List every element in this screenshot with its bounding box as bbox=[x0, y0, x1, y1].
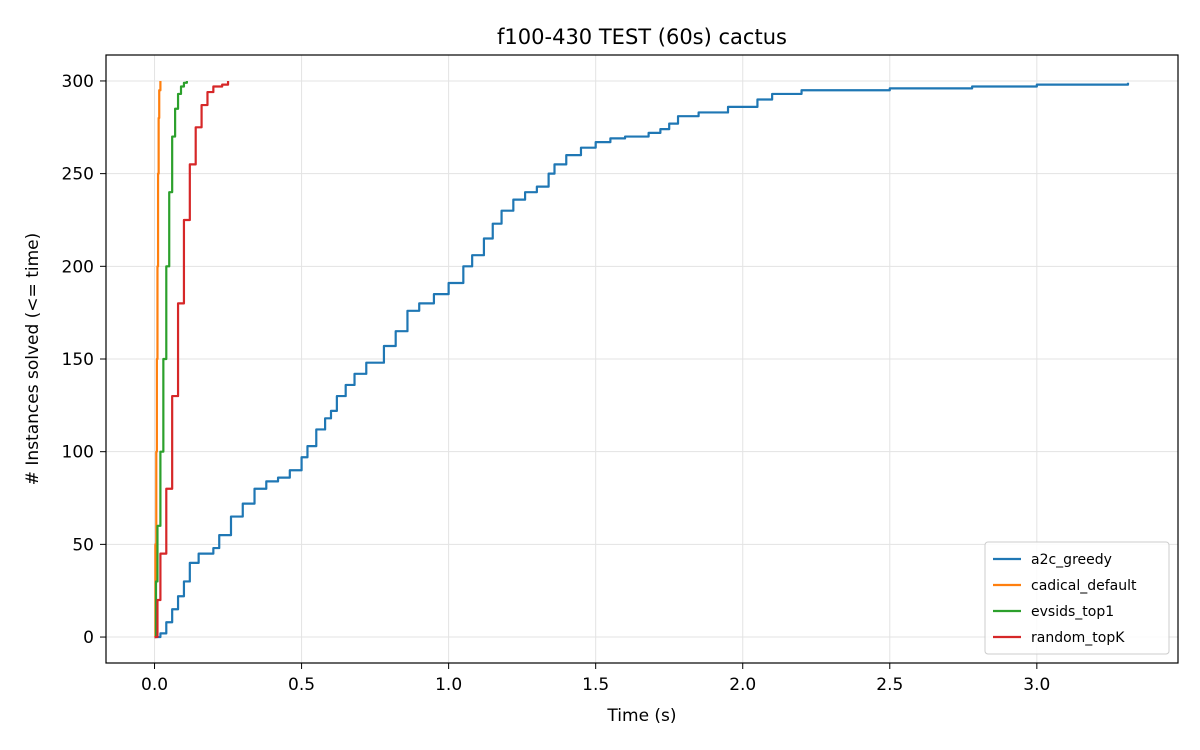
series-line-cadical_default bbox=[154, 80, 162, 639]
legend-label: random_topK bbox=[1031, 630, 1125, 646]
y-axis-title: # Instances solved (<= time) bbox=[23, 233, 43, 485]
chart-title: f100-430 TEST (60s) cactus bbox=[497, 25, 787, 49]
x-tick-label: 0.5 bbox=[288, 675, 315, 695]
legend-label: cadical_default bbox=[1031, 578, 1137, 594]
x-tick-label: 1.0 bbox=[435, 675, 462, 695]
legend: a2c_greedy cadical_default evsids_top1rand… bbox=[984, 541, 1170, 655]
y-tick-label: 50 bbox=[72, 535, 94, 555]
y-tick-label: 150 bbox=[62, 350, 94, 370]
series-lines bbox=[154, 80, 1130, 639]
x-tick-label: 3.0 bbox=[1023, 675, 1050, 695]
x-axis-ticks: 0.0 0.5 1.0 1.5 2.0 2.5 3.0 bbox=[141, 663, 1050, 695]
y-tick-label: 300 bbox=[62, 72, 94, 92]
legend-box bbox=[984, 541, 1170, 655]
series-line-a2c_greedy bbox=[154, 82, 1130, 639]
y-axis-ticks: 0 50 100 150 200 250 300 bbox=[62, 72, 106, 648]
grid bbox=[106, 55, 1178, 663]
series-line-evsids_top1 bbox=[154, 80, 188, 639]
y-tick-label: 250 bbox=[62, 165, 94, 185]
series-line-random_topK bbox=[154, 80, 230, 639]
legend-label: a2c_greedy bbox=[1031, 552, 1112, 568]
y-tick-label: 0 bbox=[83, 628, 94, 648]
legend-label: evsids_top1 bbox=[1031, 604, 1114, 620]
x-tick-label: 0.0 bbox=[141, 675, 168, 695]
x-tick-label: 1.5 bbox=[582, 675, 609, 695]
x-tick-label: 2.0 bbox=[729, 675, 756, 695]
y-tick-label: 100 bbox=[62, 443, 94, 463]
x-axis-title: Time (s) bbox=[606, 706, 676, 726]
y-tick-label: 200 bbox=[62, 257, 94, 277]
x-tick-label: 2.5 bbox=[876, 675, 903, 695]
